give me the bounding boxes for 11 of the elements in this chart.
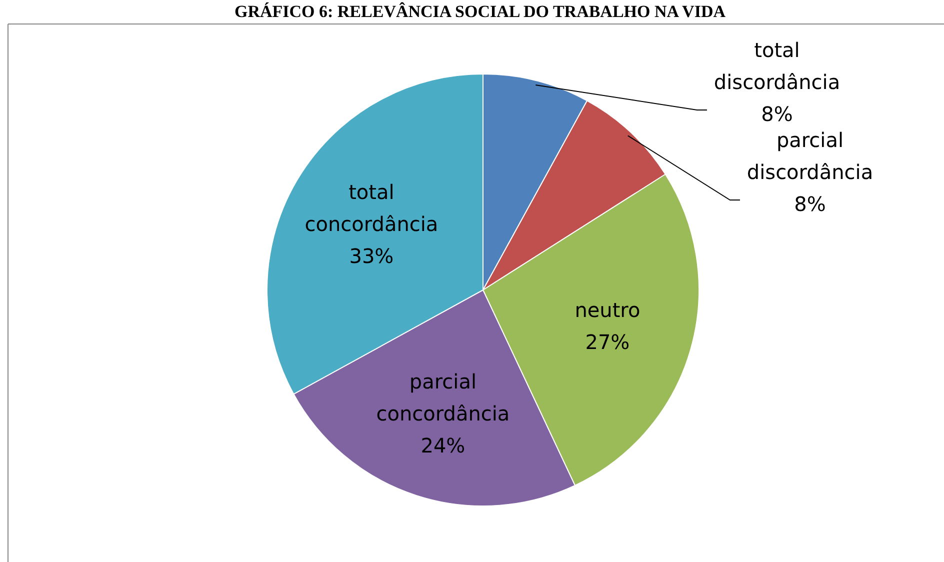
data-label: 27% bbox=[585, 330, 630, 354]
slice-label: total concordância bbox=[304, 180, 438, 236]
slice-label: total discordância bbox=[714, 38, 840, 94]
slice-label: neutro bbox=[574, 298, 640, 322]
data-label: 33% bbox=[349, 244, 394, 268]
data-label: 8% bbox=[794, 192, 826, 216]
data-label: 8% bbox=[761, 102, 793, 126]
slice-label: parcial discordância bbox=[746, 128, 874, 184]
slice-label: parcial concordância bbox=[376, 369, 510, 426]
chart-title: GRÁFICO 6: RELEVÂNCIA SOCIAL DO TRABALHO NA VIDA bbox=[234, 2, 726, 21]
data-label: 24% bbox=[420, 433, 466, 458]
